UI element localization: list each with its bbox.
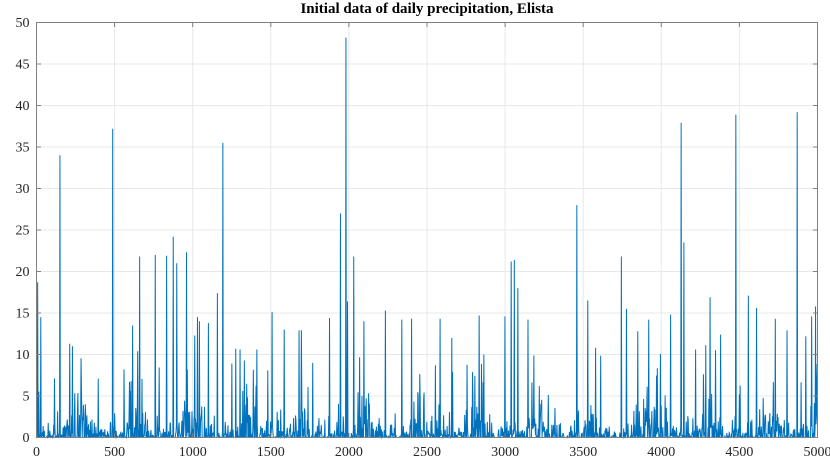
y-tick-label: 45 [16,58,30,73]
x-tick-label: 2000 [335,445,363,460]
y-tick-label: 20 [16,265,30,280]
x-tick-label: 2500 [413,445,441,460]
x-tick-label: 3000 [491,445,519,460]
x-tick-label: 500 [104,445,125,460]
y-tick-label: 50 [16,16,30,31]
x-tick-label: 3500 [569,445,597,460]
y-tick-label: 0 [23,431,30,446]
y-tick-label: 15 [16,307,30,322]
y-tick-label: 40 [16,99,30,114]
y-tick-label: 10 [16,348,30,363]
x-tick-label: 5000 [804,445,830,460]
x-tick-label: 1500 [257,445,285,460]
chart-title: Initial data of daily precipitation, Eli… [300,1,554,17]
y-tick-label: 35 [16,141,30,156]
x-tick-label: 4000 [647,445,675,460]
x-tick-label: 0 [33,445,40,460]
y-tick-label: 30 [16,182,30,197]
x-tick-label: 4500 [725,445,753,460]
y-tick-label: 5 [23,390,30,405]
x-tick-label: 1000 [179,445,207,460]
y-tick-label: 25 [16,224,30,239]
